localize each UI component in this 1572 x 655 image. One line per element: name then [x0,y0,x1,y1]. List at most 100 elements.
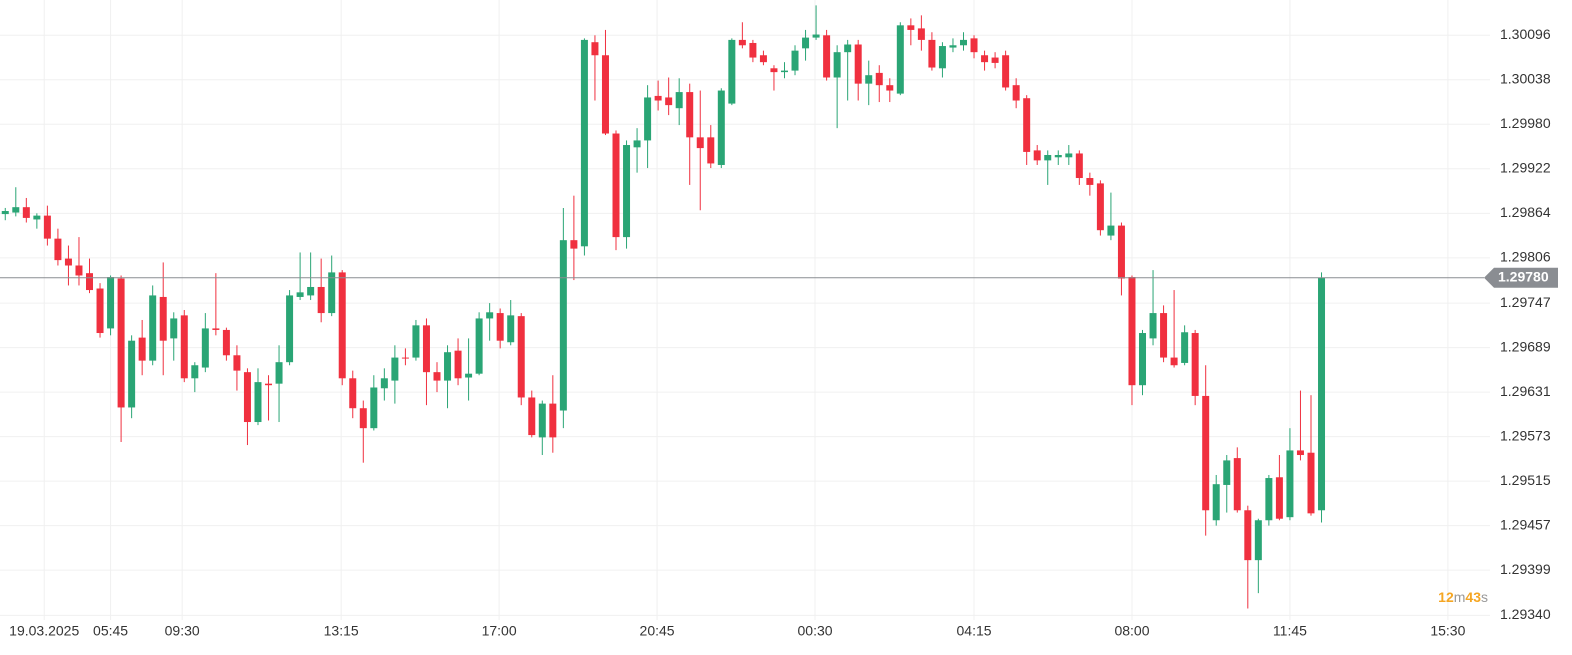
candle-body [212,328,220,330]
candle-body [507,315,515,343]
candle-body [317,286,325,314]
x-tick-label: 19.03.2025 [9,623,79,639]
candle-body [307,286,315,296]
candle-body [654,95,662,101]
y-tick-label: 1.29457 [1500,516,1551,532]
candle-body [180,315,188,379]
candle-body [717,90,725,165]
candle-body [191,365,199,379]
y-tick-label: 1.29689 [1500,338,1551,354]
candle-body [465,373,473,378]
candle-body [728,39,736,104]
candle-body [1096,183,1104,231]
candle-body [496,313,504,341]
candle-body [1254,520,1262,561]
candle-body [601,55,609,134]
candle-body [64,258,72,266]
y-tick-label: 1.29864 [1500,204,1551,220]
y-tick-label: 1.29806 [1500,249,1551,265]
candle-body [201,328,209,368]
candle-body [959,39,967,46]
candle-body [349,378,357,409]
x-tick-label: 09:30 [165,623,200,639]
x-tick-label: 04:15 [957,623,992,639]
candle-body [1149,313,1157,339]
candle-body [1065,153,1073,158]
candle-body [981,55,989,63]
candle-body [433,372,441,381]
candle-body [170,318,178,339]
candle-body [117,278,125,408]
candle-body [686,92,694,138]
candle-body [812,34,820,38]
candle-body [538,403,546,438]
candle-body [43,215,51,239]
candle-body [770,68,778,73]
candle-body [454,350,462,379]
candle-body [580,39,588,247]
y-tick-label: 1.29573 [1500,427,1551,443]
candle-body [75,265,83,276]
timer-part: s [1481,589,1488,605]
candle-body [549,403,557,438]
candle-body [1054,155,1062,158]
x-tick-label: 05:45 [93,623,128,639]
y-tick-label: 1.29631 [1500,383,1551,399]
candle-body [1160,313,1168,358]
x-tick-label: 15:30 [1430,623,1465,639]
candle-body [243,372,251,423]
candle-body [401,357,409,359]
candle-body [696,137,704,149]
candle-body [1012,85,1020,101]
candle-body [1139,333,1147,386]
candle-body [96,288,104,334]
candle-body [623,145,631,238]
candle-body [917,28,925,40]
candle-body [844,44,852,53]
candle-body [338,272,346,379]
y-tick-label: 1.29980 [1500,115,1551,131]
candle-body [970,38,978,53]
candle-body [886,85,894,91]
candle-body [1191,333,1199,396]
candle-body [938,46,946,69]
candle-body [949,45,957,48]
candle-body [1181,332,1189,363]
candle-body [475,318,483,374]
candle-body [359,408,367,429]
x-tick-label: 08:00 [1114,623,1149,639]
candle-body [517,316,525,398]
candle-body [222,329,230,356]
candle-body [875,72,883,86]
last-price-label: 1.29780 [1498,268,1549,284]
y-tick-label: 1.29747 [1500,294,1551,310]
candle-body [1233,458,1241,511]
candle-body [296,292,304,297]
candle-body [759,55,767,63]
candle-body [1023,98,1031,152]
candle-body [907,25,915,30]
candle-body [22,207,30,218]
candle-body [107,277,115,329]
candle-body [380,378,388,389]
candle-body [149,295,157,361]
candle-body [328,272,336,314]
candle-body [802,37,810,49]
candle-body [128,340,136,408]
candle-body [1170,357,1178,366]
candle-body [896,25,904,94]
candle-body [591,42,599,56]
candle-body [254,382,262,423]
candle-body [738,39,746,46]
candle-body [791,50,799,71]
timer-part: 12 [1438,589,1454,605]
candle-body [1244,510,1252,561]
candle-body [286,295,294,363]
candle-body [444,352,452,381]
candle-body [612,133,620,238]
candle-body [665,97,673,106]
candle-body [1033,150,1041,161]
candle-body [928,39,936,68]
candle-body [86,273,94,291]
